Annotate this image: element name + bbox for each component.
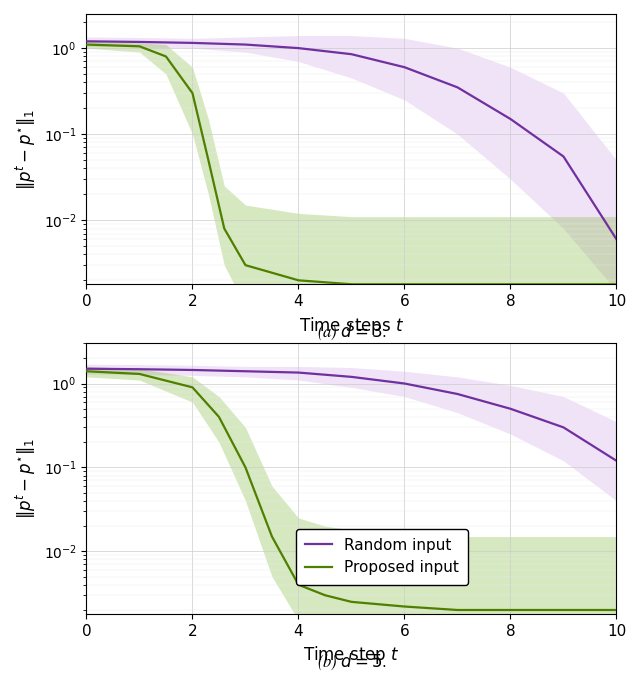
Proposed input xyxy=(205,156,212,164)
Proposed input xyxy=(189,384,196,392)
Random input xyxy=(242,367,250,375)
Proposed input xyxy=(242,261,250,269)
Random input xyxy=(83,364,90,373)
Random input xyxy=(507,405,515,413)
Text: (b) $d = 5$.: (b) $d = 5$. xyxy=(317,651,386,672)
Random input xyxy=(294,369,302,377)
Proposed input xyxy=(294,276,302,284)
Random input xyxy=(612,457,620,465)
Random input xyxy=(189,39,196,47)
Random input xyxy=(559,424,567,432)
Y-axis label: $\|p^t - p^{\star}\|_1$: $\|p^t - p^{\star}\|_1$ xyxy=(14,438,38,520)
Random input xyxy=(559,152,567,160)
X-axis label: Time steps $t$: Time steps $t$ xyxy=(299,315,404,337)
X-axis label: Time step $t$: Time step $t$ xyxy=(303,644,400,666)
Proposed input xyxy=(136,370,143,378)
Line: Proposed input: Proposed input xyxy=(86,45,616,284)
Proposed input xyxy=(242,463,250,471)
Random input xyxy=(401,379,408,388)
Proposed input xyxy=(612,280,620,288)
Random input xyxy=(348,50,355,58)
Proposed input xyxy=(294,581,302,589)
Proposed input xyxy=(507,606,515,614)
Proposed input xyxy=(348,598,355,606)
Proposed input xyxy=(559,280,567,288)
Proposed input xyxy=(559,606,567,614)
Proposed input xyxy=(401,602,408,611)
Random input xyxy=(136,38,143,46)
Text: (a) $d = 3$.: (a) $d = 3$. xyxy=(317,322,386,342)
Proposed input xyxy=(321,591,329,599)
Proposed input xyxy=(162,52,170,61)
Proposed input xyxy=(454,280,461,288)
Random input xyxy=(454,390,461,398)
Legend: Random input, Proposed input: Random input, Proposed input xyxy=(296,528,468,585)
Random input xyxy=(242,41,250,49)
Proposed input xyxy=(189,89,196,97)
Proposed input xyxy=(220,224,228,233)
Random input xyxy=(348,373,355,381)
Line: Random input: Random input xyxy=(86,369,616,461)
Proposed input xyxy=(83,41,90,49)
Proposed input xyxy=(348,280,355,288)
Proposed input xyxy=(215,413,223,421)
Random input xyxy=(83,37,90,46)
Proposed input xyxy=(83,367,90,375)
Proposed input xyxy=(507,280,515,288)
Proposed input xyxy=(401,280,408,288)
Random input xyxy=(612,235,620,243)
Line: Random input: Random input xyxy=(86,41,616,239)
Random input xyxy=(136,365,143,373)
Line: Proposed input: Proposed input xyxy=(86,371,616,610)
Random input xyxy=(507,115,515,123)
Random input xyxy=(189,366,196,374)
Y-axis label: $\|p^t - p^{\star}\|_1$: $\|p^t - p^{\star}\|_1$ xyxy=(14,109,38,190)
Proposed input xyxy=(612,606,620,614)
Proposed input xyxy=(268,532,276,541)
Proposed input xyxy=(454,606,461,614)
Random input xyxy=(454,83,461,91)
Proposed input xyxy=(136,42,143,50)
Random input xyxy=(401,63,408,71)
Random input xyxy=(294,44,302,52)
